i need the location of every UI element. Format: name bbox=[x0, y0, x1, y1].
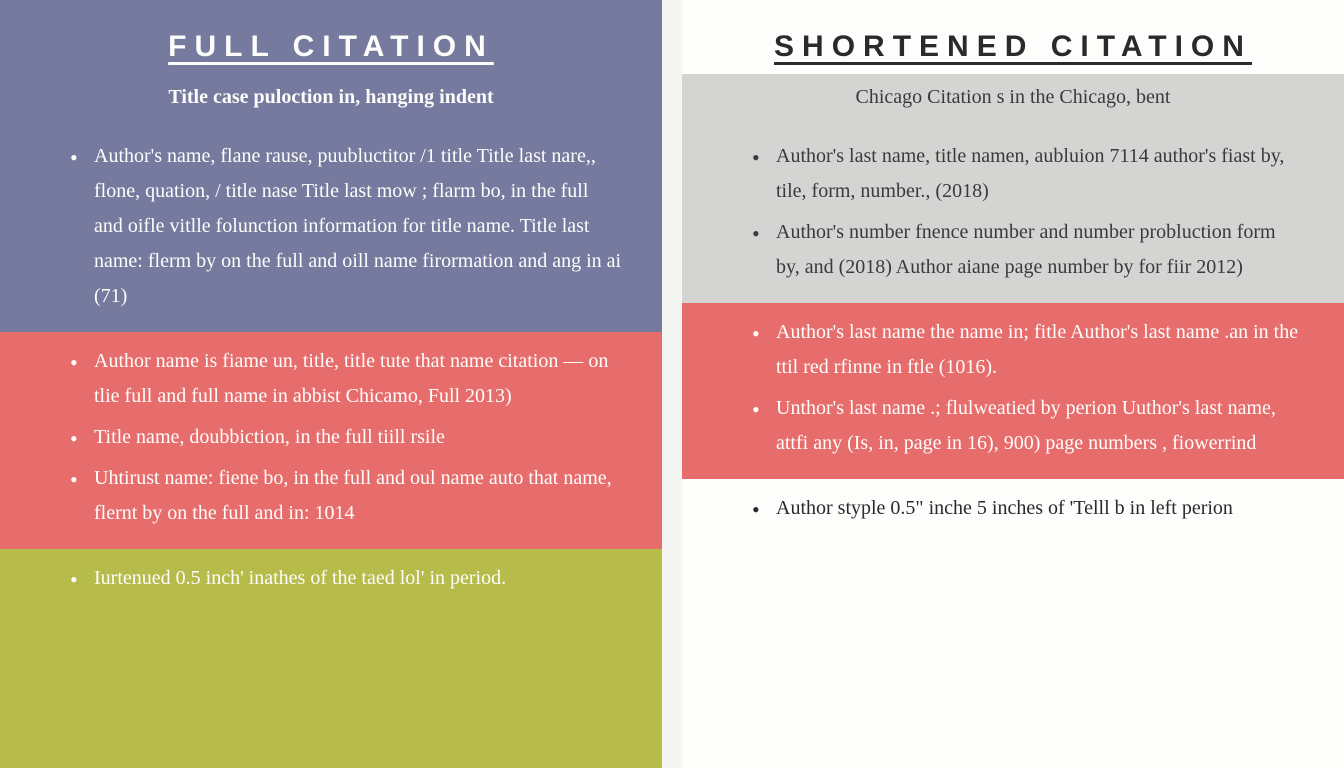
list-item: Author styple 0.5" inche 5 inches of 'Te… bbox=[752, 491, 1304, 526]
short-section-1: Author's last name, title namen, aubluio… bbox=[682, 127, 1344, 303]
list-item: Unthor's last name .; flulweatied by per… bbox=[752, 391, 1304, 461]
full-citation-heading: FULL CITATION bbox=[0, 0, 662, 74]
shortened-citation-subtitle: Chicago Citation s in the Chicago, bent bbox=[682, 74, 1344, 127]
list-item: Author's last name, title namen, aubluio… bbox=[752, 139, 1304, 209]
list-item: Author's last name the name in; fitle Au… bbox=[752, 315, 1304, 385]
full-section-3: Iurtenued 0.5 inch' inathes of the taed … bbox=[0, 549, 662, 768]
list-item: Title name, doubbiction, in the full tii… bbox=[70, 420, 622, 455]
shortened-citation-column: SHORTENED CITATION Chicago Citation s in… bbox=[672, 0, 1344, 768]
list-item: Author's number fnence number and number… bbox=[752, 215, 1304, 285]
short-section-3: Author styple 0.5" inche 5 inches of 'Te… bbox=[682, 479, 1344, 768]
list-item: Author's name, flane rause, puubluctitor… bbox=[70, 139, 622, 314]
list-item: Iurtenued 0.5 inch' inathes of the taed … bbox=[70, 561, 622, 596]
short-section-2: Author's last name the name in; fitle Au… bbox=[682, 303, 1344, 479]
list-item: Author name is fiame un, title, title tu… bbox=[70, 344, 622, 414]
shortened-citation-heading: SHORTENED CITATION bbox=[682, 0, 1344, 74]
full-section-1: Author's name, flane rause, puubluctitor… bbox=[0, 127, 662, 332]
full-citation-subtitle: Title case puloction in, hanging indent bbox=[0, 74, 662, 127]
list-item: Uhtirust name: fiene bo, in the full and… bbox=[70, 461, 622, 531]
full-section-2: Author name is fiame un, title, title tu… bbox=[0, 332, 662, 549]
full-citation-column: FULL CITATION Title case puloction in, h… bbox=[0, 0, 672, 768]
